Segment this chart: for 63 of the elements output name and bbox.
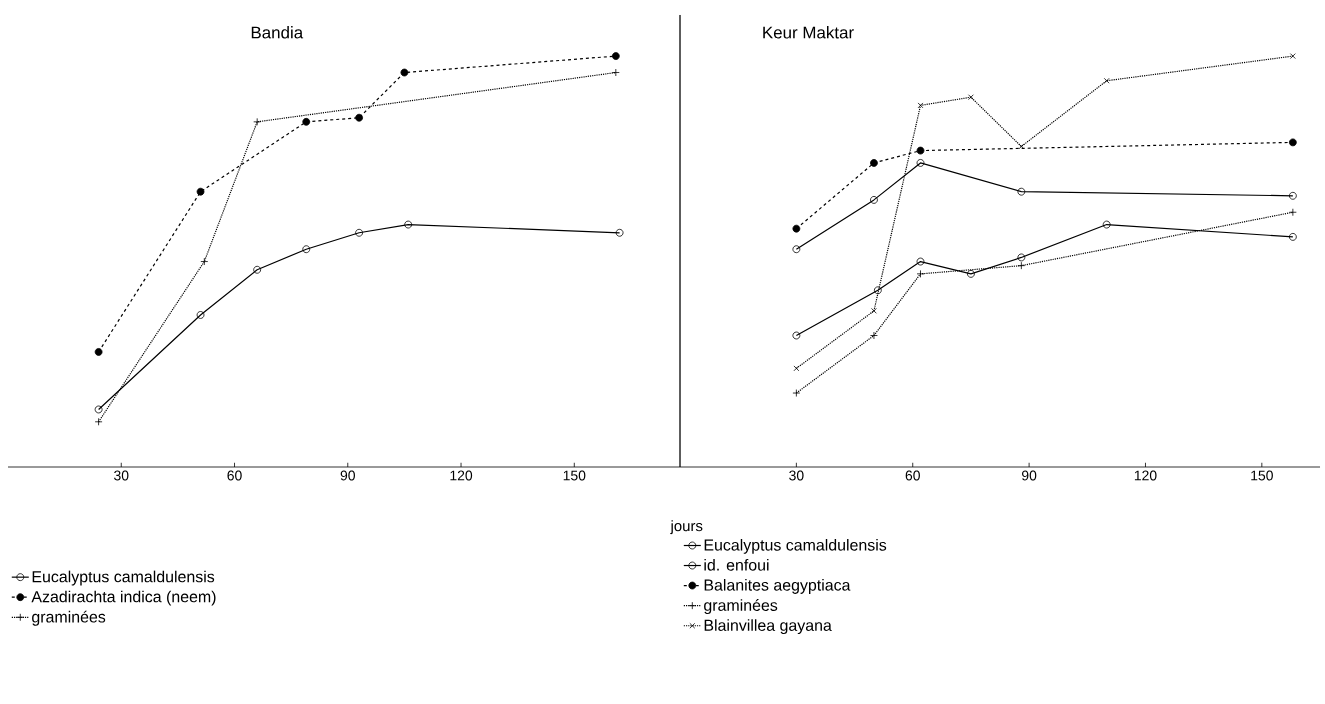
- point: [968, 94, 974, 101]
- point: [870, 159, 878, 167]
- point: [611, 52, 620, 60]
- point: [1103, 77, 1110, 84]
- point: [1288, 138, 1297, 147]
- point: [302, 245, 311, 254]
- legend-label: graminées: [32, 610, 106, 626]
- point: [1018, 143, 1025, 150]
- x-tick-label: 60: [905, 470, 920, 481]
- legend-label: Blainvillea gayana: [704, 619, 832, 635]
- point: [400, 68, 409, 77]
- point: [355, 228, 363, 237]
- x-tick-label: 150: [563, 470, 586, 481]
- point: [196, 187, 205, 196]
- point: [94, 405, 103, 414]
- x-tick-label: 120: [1134, 470, 1157, 481]
- point: [870, 196, 878, 204]
- point: [1290, 53, 1296, 59]
- point: [873, 286, 882, 295]
- point: [917, 102, 924, 109]
- x-tick-label: 60: [227, 470, 242, 481]
- legend-label: Balanites aegyptiaca: [704, 579, 851, 594]
- point: [916, 159, 925, 167]
- legend-label: graminées: [704, 599, 778, 615]
- point: [1017, 187, 1026, 196]
- point: [967, 269, 975, 278]
- point: [196, 311, 205, 319]
- point: [916, 257, 925, 266]
- point: [615, 228, 624, 237]
- legend-label: Eucalyptus camaldulensis: [32, 570, 215, 586]
- point: [792, 331, 801, 340]
- x-tick-label: 90: [340, 470, 355, 481]
- x-tick-label: 30: [114, 470, 129, 481]
- x-tick-label: 120: [450, 470, 473, 481]
- point: [792, 389, 801, 397]
- point: [404, 220, 413, 229]
- point: [1288, 191, 1297, 200]
- point: [1017, 261, 1026, 270]
- point: [871, 307, 877, 314]
- x-tick-label: 150: [1251, 470, 1273, 481]
- point: [253, 265, 262, 274]
- point: [1288, 208, 1297, 217]
- point: [792, 224, 801, 233]
- x-tick-label: 90: [1022, 470, 1037, 481]
- point: [1017, 253, 1026, 262]
- point: [94, 348, 103, 356]
- point: [792, 245, 801, 254]
- legend-label: Eucalyptus camaldulensis: [704, 538, 887, 554]
- x-tick-label: 30: [789, 470, 804, 481]
- point: [94, 417, 103, 426]
- chart-title: Bandia: [251, 26, 304, 39]
- point: [1102, 220, 1111, 229]
- point: [793, 365, 800, 372]
- legend-label: Azadirachta indica (neem): [31, 590, 216, 606]
- point: [253, 117, 262, 126]
- point: [200, 257, 209, 266]
- x-axis-title: jours: [670, 520, 703, 535]
- point: [1288, 233, 1297, 241]
- point: [916, 146, 925, 155]
- chart-title: Keur Maktar: [763, 26, 854, 39]
- point: [302, 117, 311, 126]
- point: [355, 113, 363, 122]
- legend-label: id. enfoui: [704, 559, 769, 571]
